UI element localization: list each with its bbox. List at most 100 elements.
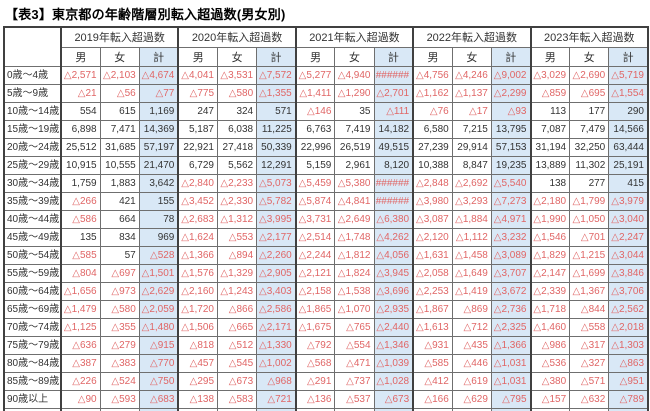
value-cell: △4,971	[490, 209, 532, 229]
value-cell: 177	[569, 101, 610, 121]
value-cell: △2,121	[295, 263, 336, 283]
value-cell: △1,649	[451, 263, 492, 283]
value-cell: 35	[334, 101, 375, 121]
value-cell: 7,087	[529, 119, 571, 139]
value-cell: △1,070	[334, 299, 375, 319]
value-cell: 31,685	[99, 137, 140, 157]
value-cell: △804	[60, 263, 101, 283]
value-cell: △3,980	[412, 191, 453, 211]
value-cell: △138	[177, 389, 219, 409]
value-cell: △701	[569, 227, 610, 247]
value-cell: △2,177	[256, 227, 297, 247]
value-cell: △636	[60, 335, 101, 355]
value-cell: 68,285	[608, 407, 650, 411]
value-cell: 50,339	[256, 137, 297, 157]
year-header: 2023年転入超過数	[530, 26, 649, 48]
value-cell: 25,191	[608, 155, 650, 175]
value-cell: 138	[529, 173, 571, 193]
value-cell: △1,812	[334, 245, 375, 265]
value-cell: 13,889	[529, 155, 571, 175]
value-cell: △558	[569, 317, 610, 337]
value-cell: △166	[412, 389, 453, 409]
value-cell: △1,419	[451, 281, 492, 301]
value-cell: △1,458	[451, 245, 492, 265]
value-cell: △1,884	[451, 209, 492, 229]
year-header: 2021年転入超過数	[295, 26, 415, 48]
value-cell: △3,672	[490, 281, 532, 301]
value-cell: △869	[451, 299, 492, 319]
gender-header-row: 男女計男女計男女計男女計男女計	[4, 46, 650, 67]
value-cell: △2,260	[256, 245, 297, 265]
table-header: 2019年転入超過数 2020年転入超過数 2021年転入超過数 2022年転入超過数…	[3, 26, 650, 67]
value-cell: △866	[216, 299, 258, 319]
value-cell: 32,250	[569, 137, 610, 157]
value-cell: 82,982	[138, 407, 180, 411]
value-cell: △524	[99, 371, 140, 391]
value-cell: △2,147	[529, 263, 571, 283]
value-cell: 324	[216, 101, 258, 121]
value-cell: △6,380	[373, 209, 415, 229]
gender-header: 計	[490, 46, 532, 67]
value-cell: △629	[451, 389, 492, 409]
value-cell: △3,087	[412, 209, 453, 229]
value-cell: △1,538	[334, 281, 375, 301]
gender-header: 男	[177, 46, 219, 67]
value-cell: △1,028	[373, 371, 415, 391]
value-cell: △1,546	[529, 227, 571, 247]
value-cell: △21	[60, 83, 101, 103]
value-cell: △1,829	[529, 245, 571, 265]
value-cell: 277	[569, 173, 610, 193]
table-row: 60歳〜64歳 △1,656 △973 △2,629 △2,160 △1,243 △3,40…	[3, 281, 650, 301]
value-cell: △90	[60, 389, 101, 409]
value-cell: 14,566	[608, 119, 650, 139]
value-cell: △5,782	[256, 191, 297, 211]
table-body: 0歳〜4歳 △2,571 △2,103 △4,674 △4,041 △3,531 △7,57…	[3, 65, 650, 411]
value-cell: 12,291	[256, 155, 297, 175]
value-cell: 2,961	[334, 155, 375, 175]
value-cell: △7,273	[490, 191, 532, 211]
value-cell: △3,293	[451, 191, 492, 211]
year-header-row: 2019年転入超過数 2020年転入超過数 2021年転入超過数 2022年転入超過数…	[3, 26, 649, 67]
row-label: 90歳以上	[3, 389, 62, 409]
table-row: 計35,34047,64282,9829,63221,49331,125△1,3…	[3, 407, 650, 411]
value-cell: 63,444	[608, 137, 650, 157]
value-cell: 22,921	[177, 137, 219, 157]
value-cell: 27,418	[216, 137, 258, 157]
value-cell: ######	[373, 65, 415, 85]
value-cell: △737	[334, 371, 375, 391]
value-cell: 247	[177, 101, 219, 121]
value-cell: △1,411	[295, 83, 336, 103]
value-cell: △1,050	[569, 209, 610, 229]
value-cell: △2,171	[256, 317, 297, 337]
value-cell: 57	[99, 245, 140, 265]
row-label: 10歳〜14歳	[3, 101, 62, 121]
value-cell: △317	[569, 335, 610, 355]
value-cell: △1,330	[256, 335, 297, 355]
value-cell: 8,120	[373, 155, 415, 175]
value-cell: △146	[295, 101, 336, 121]
value-cell: △1,576	[177, 263, 219, 283]
value-cell: △2,330	[216, 191, 258, 211]
value-cell: △1,137	[451, 83, 492, 103]
value-cell: △528	[138, 245, 180, 265]
gender-header: 計	[138, 46, 180, 67]
value-cell: △1,460	[529, 317, 571, 337]
value-cell: △863	[608, 353, 650, 373]
value-cell: 7,215	[451, 119, 492, 139]
value-cell: 26,519	[334, 137, 375, 157]
value-cell: △17	[451, 101, 492, 121]
value-cell: △1,824	[334, 263, 375, 283]
value-cell: △2,253	[412, 281, 453, 301]
value-cell: △1,699	[569, 263, 610, 283]
value-cell: 10,388	[412, 155, 453, 175]
value-cell: △765	[334, 317, 375, 337]
row-label: 5歳〜9歳	[3, 83, 62, 103]
value-cell: △4,940	[334, 65, 375, 85]
value-cell: △3,403	[256, 281, 297, 301]
gender-header: 女	[334, 46, 375, 67]
value-cell: △1,215	[569, 245, 610, 265]
value-cell: △3,707	[490, 263, 532, 283]
row-label: 計	[3, 407, 62, 411]
gender-header: 男	[412, 46, 453, 67]
